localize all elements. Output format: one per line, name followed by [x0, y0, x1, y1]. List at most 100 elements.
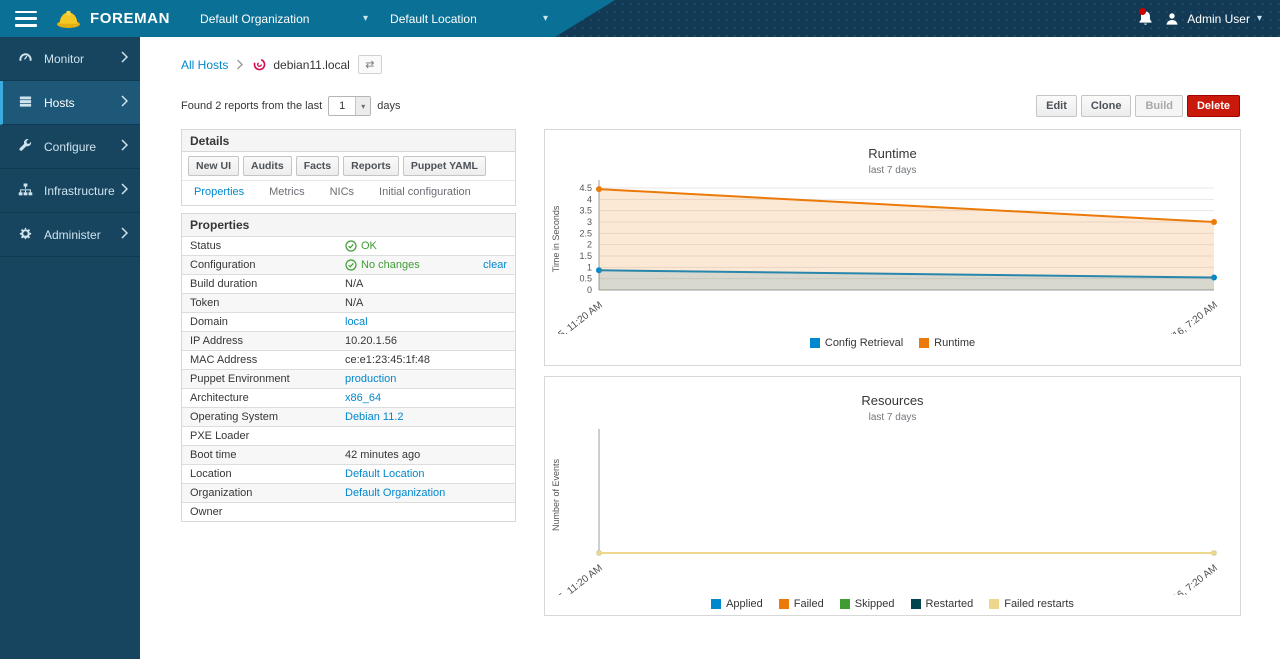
legend-item-skipped: Skipped	[840, 598, 895, 610]
new-ui-button[interactable]: New UI	[188, 156, 239, 176]
property-label: Organization	[182, 485, 337, 501]
svg-text:4: 4	[587, 194, 592, 204]
svg-text:Number of Events: Number of Events	[551, 458, 561, 531]
breadcrumb-all-hosts-link[interactable]: All Hosts	[181, 58, 228, 72]
property-row-owner: Owner	[182, 502, 515, 521]
administer-icon	[18, 226, 33, 244]
property-value-link[interactable]: production	[345, 373, 396, 385]
property-label: Architecture	[182, 390, 337, 406]
tab-initial-configuration[interactable]: Initial configuration	[379, 186, 471, 198]
property-row-architecture: Architecture x86_64	[182, 388, 515, 407]
legend-swatch	[779, 599, 789, 609]
property-label: Location	[182, 466, 337, 482]
sidebar-item-monitor[interactable]: Monitor	[0, 37, 140, 81]
properties-panel: Properties StatusOKConfigurationNo chang…	[181, 213, 516, 522]
reports-button[interactable]: Reports	[343, 156, 399, 176]
property-value-link[interactable]: Debian 11.2	[345, 411, 404, 423]
delete-button[interactable]: Delete	[1187, 95, 1240, 117]
property-label: Operating System	[182, 409, 337, 425]
sidebar-item-configure[interactable]: Configure	[0, 125, 140, 169]
property-value-link[interactable]: Default Location	[345, 468, 425, 480]
property-row-configuration: ConfigurationNo changesclear	[182, 255, 515, 274]
property-row-status: StatusOK	[182, 236, 515, 255]
property-row-domain: Domain local	[182, 312, 515, 331]
property-label: Boot time	[182, 447, 337, 463]
foreman-logo[interactable]: FOREMAN	[55, 8, 170, 29]
host-switcher-button[interactable]: ⇄	[358, 55, 382, 74]
property-row-operating-system: Operating System Debian 11.2	[182, 407, 515, 426]
user-menu-label: Admin User	[1187, 12, 1250, 26]
clone-button[interactable]: Clone	[1081, 95, 1132, 117]
property-label: Build duration	[182, 276, 337, 292]
runtime-chart-panel: Runtime last 7 days 00.511.522.533.544.5…	[544, 129, 1241, 366]
facts-button[interactable]: Facts	[296, 156, 339, 176]
check-circle-icon	[345, 259, 357, 271]
chevron-down-icon: ▾	[355, 97, 370, 115]
property-row-token: Token N/A	[182, 293, 515, 312]
sidebar-item-label: Monitor	[44, 52, 121, 66]
property-label: Domain	[182, 314, 337, 330]
property-row-boot-time: Boot time 42 minutes ago	[182, 445, 515, 464]
brand-name: FOREMAN	[90, 10, 170, 27]
property-row-ip-address: IP Address10.20.1.56	[182, 331, 515, 350]
legend-item-runtime: Runtime	[919, 337, 975, 349]
svg-text:Time in Seconds: Time in Seconds	[551, 205, 561, 272]
days-select[interactable]: 1 ▾	[328, 96, 371, 116]
sidebar-item-label: Configure	[44, 140, 121, 154]
property-value-link[interactable]: Default Organization	[345, 487, 445, 499]
chevron-down-icon: ▾	[363, 13, 368, 24]
property-row-location: Location Default Location	[182, 464, 515, 483]
legend-swatch	[840, 599, 850, 609]
tab-metrics[interactable]: Metrics	[269, 186, 304, 198]
properties-panel-title: Properties	[182, 214, 515, 236]
sidebar-item-hosts[interactable]: Hosts	[0, 81, 140, 125]
property-row-organization: Organization Default Organization	[182, 483, 515, 502]
property-value: 42 minutes ago	[345, 449, 420, 461]
property-label: MAC Address	[182, 352, 337, 368]
property-label: Token	[182, 295, 337, 311]
sidebar-item-infrastructure[interactable]: Infrastructure	[0, 169, 140, 213]
svg-text:3: 3	[587, 217, 592, 227]
svg-text:2: 2	[587, 240, 592, 250]
legend-swatch	[711, 599, 721, 609]
resources-chart-panel: Resources last 7 days Number of Events11…	[544, 376, 1241, 616]
legend-item-applied: Applied	[711, 598, 763, 610]
user-menu[interactable]: Admin User ▾	[1164, 11, 1262, 27]
svg-text:3.5: 3.5	[579, 206, 592, 216]
edit-button[interactable]: Edit	[1036, 95, 1077, 117]
puppet-yaml-button[interactable]: Puppet YAML	[403, 156, 486, 176]
property-label: PXE Loader	[182, 428, 337, 444]
build-button: Build	[1135, 95, 1183, 117]
chevron-down-icon: ▾	[1257, 13, 1262, 24]
property-label: Puppet Environment	[182, 371, 337, 387]
property-value: N/A	[345, 297, 363, 309]
sidebar-item-administer[interactable]: Administer	[0, 213, 140, 257]
tab-properties[interactable]: Properties	[194, 186, 244, 198]
chevron-right-icon	[121, 51, 128, 66]
svg-text:0.5: 0.5	[579, 274, 592, 284]
svg-text:11/25, 11:20 AM: 11/25, 11:20 AM	[545, 563, 605, 595]
svg-text:1.5: 1.5	[579, 251, 592, 261]
location-dropdown-label: Default Location	[390, 12, 477, 26]
hamburger-menu-icon[interactable]	[15, 11, 37, 27]
chevron-right-icon	[121, 139, 128, 154]
property-value: N/A	[345, 278, 363, 290]
property-value-link[interactable]: x86_64	[345, 392, 381, 404]
monitor-icon	[18, 50, 33, 68]
location-dropdown[interactable]: Default Location ▾	[390, 12, 548, 26]
legend-swatch	[989, 599, 999, 609]
svg-text:12/16, 7:20 AM: 12/16, 7:20 AM	[1160, 563, 1220, 595]
details-tabs: Properties Metrics NICs Initial configurati…	[182, 181, 515, 205]
debian-logo-icon	[252, 57, 267, 72]
configure-icon	[18, 138, 33, 156]
legend-item-config-retrieval: Config Retrieval	[810, 337, 903, 349]
notifications-bell-button[interactable]	[1137, 10, 1154, 27]
tab-nics[interactable]: NICs	[330, 186, 354, 198]
property-value-link[interactable]: local	[345, 316, 368, 328]
audits-button[interactable]: Audits	[243, 156, 292, 176]
host-details-column: Details New UIAuditsFactsReportsPuppet Y…	[181, 129, 516, 522]
legend-item-failed-restarts: Failed restarts	[989, 598, 1074, 610]
clear-link[interactable]: clear	[483, 259, 507, 271]
chevron-right-icon	[121, 183, 128, 198]
organization-dropdown[interactable]: Default Organization ▾	[200, 12, 368, 26]
